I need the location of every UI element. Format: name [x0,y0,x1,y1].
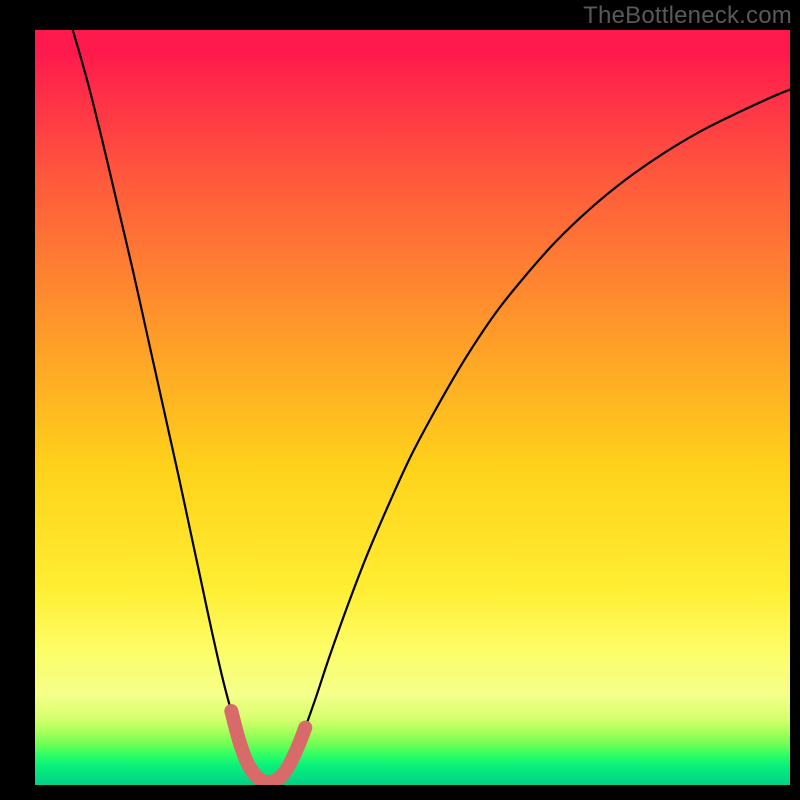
curve-layer [35,30,790,785]
watermark-text: TheBottleneck.com [583,2,792,30]
plot-area [35,30,790,785]
bottleneck-curve [73,30,790,782]
highlight-curve [231,711,305,782]
chart-frame [0,0,800,800]
